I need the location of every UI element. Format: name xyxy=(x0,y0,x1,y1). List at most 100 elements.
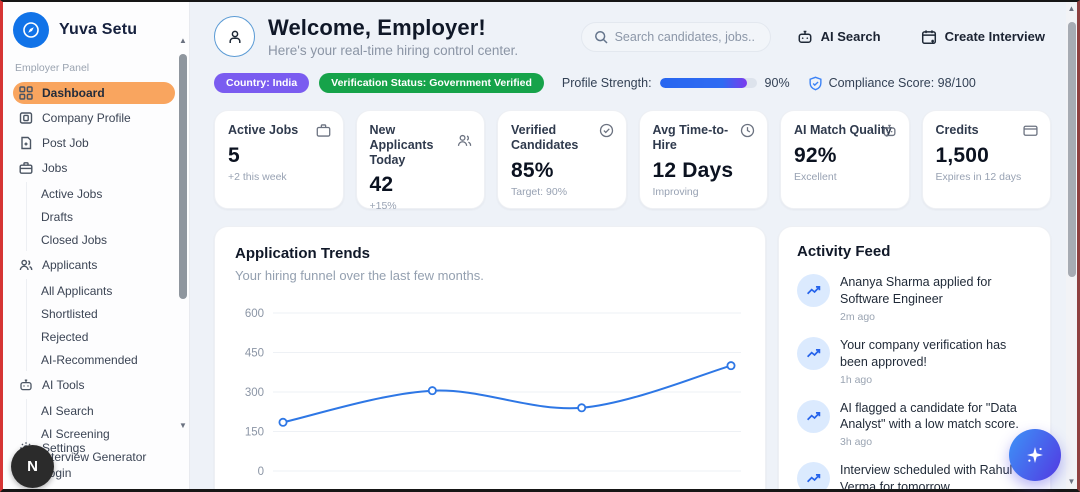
sidebar-item-shortlisted[interactable]: Shortlisted xyxy=(41,306,98,321)
sidebar-item-dashboard[interactable]: Dashboard xyxy=(13,82,175,104)
ai-search-button[interactable]: AI Search xyxy=(797,29,881,45)
feed-item[interactable]: Your company verification has been appro… xyxy=(797,336,1032,386)
stat-title: New Applicants Today xyxy=(369,123,434,167)
sidebar-item-label: Company Profile xyxy=(42,111,131,125)
stat-title: Avg Time-to-Hire xyxy=(652,123,729,152)
scroll-up-icon[interactable]: ▲ xyxy=(179,36,187,45)
sidebar-section-label: Employer Panel xyxy=(15,62,90,74)
stat-value: 92% xyxy=(794,143,837,167)
grid-icon xyxy=(19,86,33,100)
stat-value: 1,500 xyxy=(935,143,990,167)
status-badges-row: Country: India Verification Status: Gove… xyxy=(214,73,1051,93)
brand[interactable]: Yuva Setu xyxy=(13,12,175,48)
activity-feed-card: Activity Feed Ananya Sharma applied for … xyxy=(778,226,1051,489)
sidebar: Yuva Setu Employer Panel Dashboard Compa… xyxy=(3,2,190,489)
sidebar-item-jobs[interactable]: Jobs xyxy=(13,157,175,179)
bottom-row: Application Trends Your hiring funnel ov… xyxy=(214,226,1051,489)
ai-assistant-fab[interactable] xyxy=(1009,429,1061,481)
search-icon xyxy=(594,30,608,44)
check-circle-icon xyxy=(599,123,614,138)
clock-icon xyxy=(740,123,755,138)
feed-item[interactable]: Interview scheduled with Rahul Verma for… xyxy=(797,462,1032,489)
stat-value: 42 xyxy=(369,173,394,197)
briefcase-icon xyxy=(19,161,33,175)
employer-avatar xyxy=(214,16,255,57)
sidebar-item-drafts[interactable]: Drafts xyxy=(41,209,74,224)
svg-text:150: 150 xyxy=(245,427,264,439)
sidebar-item-ai-tools[interactable]: AI Tools xyxy=(13,374,175,396)
main-scrollbar-thumb[interactable] xyxy=(1067,22,1076,277)
country-badge: Country: India xyxy=(214,73,310,93)
search-bar[interactable] xyxy=(580,21,771,52)
sidebar-item-active-jobs[interactable]: Active Jobs xyxy=(41,186,103,201)
activity-feed-title: Activity Feed xyxy=(797,243,891,260)
svg-text:450: 450 xyxy=(245,348,264,360)
stat-title: Credits xyxy=(935,123,979,137)
sidebar-item-ai-search[interactable]: AI Search xyxy=(41,403,94,418)
scroll-down-icon[interactable]: ▼ xyxy=(179,421,187,430)
profile-strength-value: 90% xyxy=(764,76,790,90)
sidebar-scrollbar-thumb[interactable] xyxy=(179,54,187,299)
stat-card-credits[interactable]: Credits 1,500 Expires in 12 days xyxy=(921,110,1051,209)
sidebar-item-label: Settings xyxy=(42,441,86,455)
stat-value: 85% xyxy=(511,158,554,182)
stat-value: 5 xyxy=(228,143,240,167)
create-interview-button[interactable]: Create Interview xyxy=(921,29,1045,45)
stat-sub: Expires in 12 days xyxy=(935,170,1022,183)
ai-search-label: AI Search xyxy=(820,29,881,44)
sidebar-item-interview-generator[interactable]: Interview Generator xyxy=(41,449,147,464)
stat-card-verified-candidates[interactable]: Verified Candidates 85% Target: 90% xyxy=(497,110,627,209)
stat-card-new-applicants[interactable]: New Applicants Today 42 +15% xyxy=(355,110,485,212)
brand-name: Yuva Setu xyxy=(59,21,138,38)
notification-avatar-badge[interactable]: N xyxy=(11,445,54,488)
sidebar-item-rejected[interactable]: Rejected xyxy=(41,329,89,344)
robot-icon xyxy=(882,123,897,138)
feed-item[interactable]: Ananya Sharma applied for Software Engin… xyxy=(797,274,1032,323)
search-input[interactable] xyxy=(614,29,755,44)
feed-text: Ananya Sharma applied for Software Engin… xyxy=(840,275,992,306)
sidebar-item-post-job[interactable]: Post Job xyxy=(13,132,175,154)
sidebar-item-ai-recommended[interactable]: AI-Recommended xyxy=(41,352,138,367)
main-content: Welcome, Employer! Here's your real-time… xyxy=(190,2,1077,489)
file-plus-icon xyxy=(19,136,33,150)
sidebar-item-label: Post Job xyxy=(42,136,89,150)
stat-title: Verified Candidates xyxy=(511,123,579,152)
feed-item[interactable]: AI flagged a candidate for "Data Analyst… xyxy=(797,399,1032,448)
sidebar-item-ai-screening[interactable]: AI Screening xyxy=(41,426,110,441)
svg-text:600: 600 xyxy=(245,308,264,320)
stat-card-active-jobs[interactable]: Active Jobs 5 +2 this week xyxy=(214,110,344,209)
stat-sub: Target: 90% xyxy=(511,185,568,198)
svg-text:300: 300 xyxy=(245,387,264,399)
sidebar-item-all-applicants[interactable]: All Applicants xyxy=(41,283,113,298)
application-trends-card: Application Trends Your hiring funnel ov… xyxy=(214,226,766,489)
ai-tools-subgroup: AI Search AI Screening Interview Generat… xyxy=(26,399,175,468)
scroll-up-icon[interactable]: ▲ xyxy=(1067,4,1076,13)
shield-check-icon xyxy=(808,76,823,91)
stat-title: AI Match Quality xyxy=(794,123,892,137)
compliance-score: Compliance Score: 98/100 xyxy=(808,76,976,91)
sidebar-item-applicants[interactable]: Applicants xyxy=(13,254,175,276)
sidebar-scrollbar[interactable]: ▲ ▼ xyxy=(178,36,188,431)
application-trends-chart: 600 450 300 150 0 xyxy=(245,308,741,478)
stat-card-ai-match-quality[interactable]: AI Match Quality 92% Excellent xyxy=(780,110,910,209)
stat-card-avg-time-to-hire[interactable]: Avg Time-to-Hire 12 Days Improving xyxy=(638,110,768,209)
scroll-down-icon[interactable]: ▼ xyxy=(1067,477,1076,486)
brand-logo-icon xyxy=(13,12,49,48)
profile-strength-bar xyxy=(659,78,757,88)
page-title: Welcome, Employer! xyxy=(268,15,486,40)
sidebar-item-company-profile[interactable]: Company Profile xyxy=(13,107,175,129)
users-icon xyxy=(457,133,472,148)
svg-text:0: 0 xyxy=(258,466,264,478)
trending-up-icon xyxy=(797,274,830,307)
feed-text: Your company verification has been appro… xyxy=(840,337,1007,369)
sidebar-item-closed-jobs[interactable]: Closed Jobs xyxy=(41,232,108,247)
create-interview-label: Create Interview xyxy=(944,29,1045,44)
chart-subtitle: Your hiring funnel over the last few mon… xyxy=(235,268,484,283)
main-scrollbar[interactable]: ▲ ▼ xyxy=(1066,2,1077,489)
id-card-icon xyxy=(19,111,33,125)
stats-row: Active Jobs 5 +2 this week New Applicant… xyxy=(214,110,1051,212)
briefcase-icon xyxy=(316,123,331,138)
credit-card-icon xyxy=(1023,123,1038,138)
stat-sub: +2 this week xyxy=(228,170,287,183)
sparkles-icon xyxy=(1027,447,1043,463)
